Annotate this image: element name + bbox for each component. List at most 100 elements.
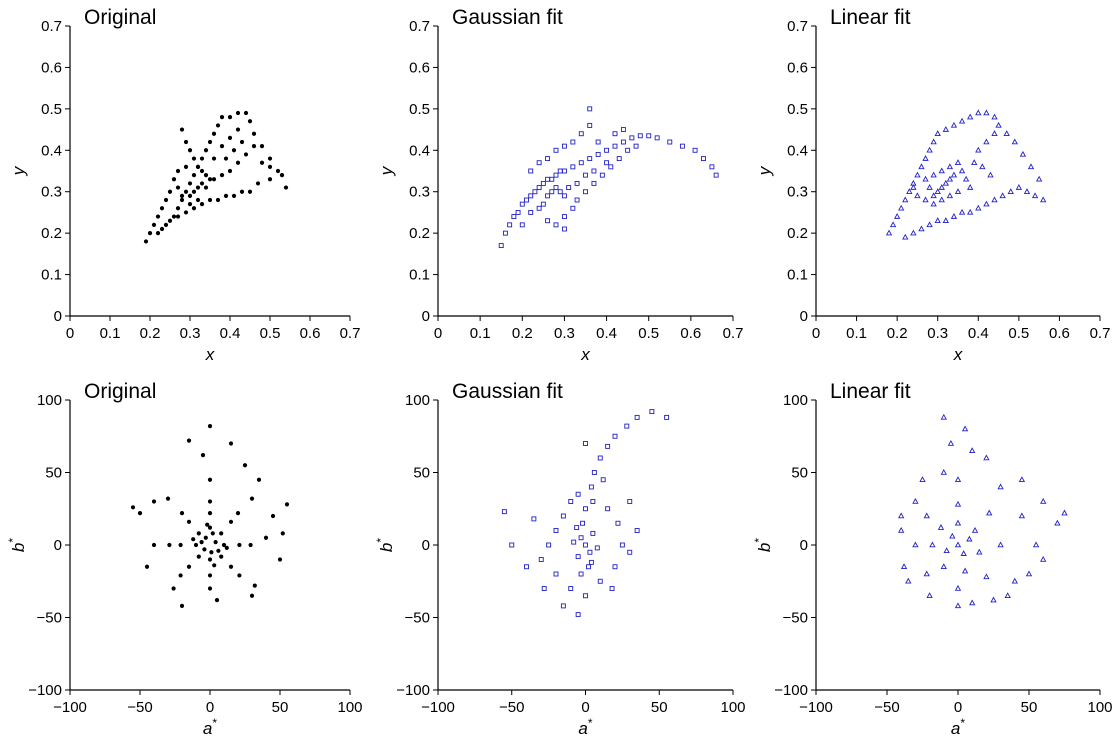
data-point (954, 476, 962, 482)
data-point (1011, 138, 1018, 145)
data-point (612, 143, 618, 149)
data-point (541, 586, 547, 591)
data-point (954, 584, 962, 591)
data-point (199, 156, 205, 161)
data-point (249, 496, 255, 501)
data-point (574, 180, 580, 186)
data-point (231, 193, 237, 198)
data-point (283, 185, 289, 190)
data-point (583, 593, 588, 599)
chart-title: Linear fit (830, 380, 911, 403)
data-point (137, 510, 143, 516)
data-point (962, 175, 970, 182)
data-point (207, 424, 213, 429)
data-point (144, 564, 150, 569)
data-point (566, 185, 572, 191)
data-point (893, 213, 901, 219)
data-point (940, 468, 947, 475)
data-point (971, 159, 978, 165)
x-tick-label: −50 (127, 699, 152, 716)
y-tick-label: 0.2 (787, 225, 808, 242)
data-point (568, 499, 574, 504)
data-point (200, 453, 206, 458)
data-point (179, 603, 185, 609)
y-tick-label: 0 (422, 537, 430, 554)
chart-panel-2: 0 0.1 0.2 0.3 0.4 0.5 0.6 0.7 0 0.1 0.2 0.3 0.4 0.5 0.… (377, 6, 743, 364)
data-point (947, 439, 955, 446)
x-tick-label: 0.5 (638, 325, 659, 342)
x-tick-label: 0 (206, 699, 214, 716)
y-tick-label: 0.7 (409, 18, 430, 35)
data-point (1035, 175, 1043, 182)
data-point (155, 214, 161, 219)
data-point (934, 130, 941, 136)
data-point (950, 171, 958, 178)
data-point (528, 168, 534, 174)
data-point (228, 564, 234, 569)
data-point (946, 163, 954, 170)
data-point (155, 231, 161, 236)
data-point (949, 532, 956, 539)
data-point (195, 164, 201, 169)
y-tick-label: 0.3 (409, 184, 430, 201)
data-point (930, 138, 937, 145)
data-point (588, 559, 594, 565)
data-point (207, 499, 213, 504)
y-axis-label: b* (6, 538, 28, 552)
y-tick-label: 0.5 (409, 101, 430, 118)
chart-panel-5: −100 −50 0 50 100 −100 −50 0 50 100 Gaussian fit a*… (374, 380, 746, 738)
data-point (946, 192, 954, 199)
x-tick-label: 0.4 (596, 325, 617, 342)
data-point (583, 542, 588, 548)
x-tick-label: 0.1 (846, 325, 867, 342)
data-point (912, 541, 919, 548)
data-point (608, 164, 614, 170)
data-point (211, 131, 217, 136)
data-point (267, 164, 273, 169)
data-point (175, 185, 181, 190)
y-tick-label: 0.2 (41, 225, 62, 242)
data-point (969, 599, 976, 606)
data-point (587, 122, 593, 128)
data-point (235, 510, 241, 516)
data-point (619, 542, 625, 548)
y-tick-label: 0.2 (409, 225, 430, 242)
data-point (646, 133, 652, 139)
data-point (578, 535, 584, 541)
data-point (528, 193, 534, 199)
data-point (179, 193, 185, 198)
data-point (995, 121, 1002, 128)
data-point (900, 563, 908, 569)
data-point (942, 126, 949, 132)
data-point (591, 180, 597, 186)
data-point (583, 189, 588, 195)
data-point (227, 168, 233, 174)
data-point (1011, 577, 1018, 584)
data-point (595, 151, 601, 157)
data-point (196, 554, 201, 559)
data-point (625, 147, 631, 153)
data-point (1023, 188, 1031, 194)
y-tick-label: −100 (774, 682, 808, 699)
data-point (583, 506, 588, 512)
data-point (967, 184, 974, 190)
data-point (583, 172, 588, 178)
data-point (983, 573, 990, 580)
data-point (950, 213, 958, 219)
data-point (1018, 476, 1026, 482)
data-point (616, 156, 622, 162)
data-point (536, 205, 542, 211)
y-tick-label: 0.5 (41, 101, 62, 118)
data-point (898, 526, 905, 533)
data-point (195, 197, 201, 203)
data-point (594, 545, 600, 551)
data-point (159, 206, 165, 211)
data-point (196, 531, 201, 536)
data-point (247, 119, 253, 124)
data-point (199, 540, 204, 545)
data-point (210, 531, 215, 536)
data-point (914, 192, 921, 199)
y-axis-label: y (9, 165, 28, 176)
data-point (568, 586, 574, 591)
